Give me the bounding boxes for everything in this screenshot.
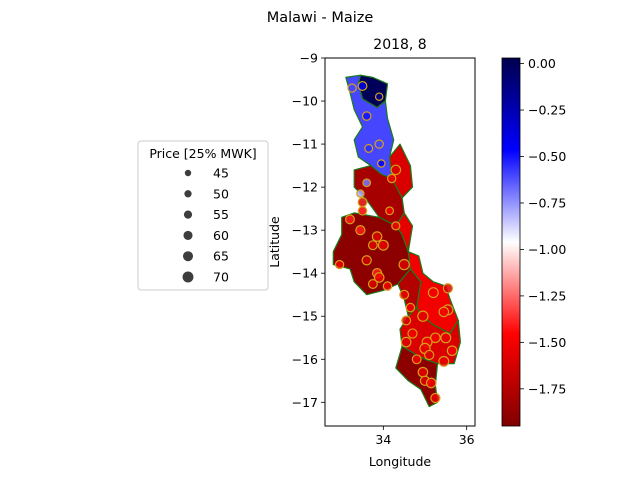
data-point xyxy=(438,355,450,367)
data-point xyxy=(355,225,366,236)
data-point xyxy=(374,92,384,101)
data-point xyxy=(425,377,437,389)
region-polygon xyxy=(395,212,414,253)
legend-marker xyxy=(183,251,193,262)
data-point xyxy=(398,258,410,271)
data-point xyxy=(399,289,410,300)
data-point xyxy=(367,240,378,251)
legend-label: 55 xyxy=(213,207,229,222)
legend-marker xyxy=(182,271,194,283)
colorbar-axis: 0.00 −0.25 −0.50 −0.75 −1.00 −1.25 −1.50 −1.75 xyxy=(520,56,566,396)
data-point xyxy=(371,231,383,242)
legend-marker xyxy=(183,230,193,240)
legend-label: 70 xyxy=(213,270,229,285)
figure-suptitle: Malawi - Maize xyxy=(267,10,374,26)
data-point xyxy=(442,283,454,294)
legend-marker xyxy=(184,190,192,198)
data-point xyxy=(430,332,441,344)
data-point xyxy=(438,306,450,318)
data-point xyxy=(400,336,412,348)
colorbar-tick-label: −0.75 xyxy=(528,195,566,210)
data-point xyxy=(362,178,372,188)
data-point xyxy=(347,83,357,93)
data-point xyxy=(405,302,416,313)
plot-frame xyxy=(324,57,476,427)
data-point xyxy=(377,239,389,251)
data-point xyxy=(440,332,452,344)
data-point xyxy=(345,214,355,225)
legend-title: Price [25% MWK] xyxy=(149,146,256,161)
data-point xyxy=(424,349,435,361)
data-point xyxy=(367,279,378,289)
y-axis-label: Latitude xyxy=(267,216,282,268)
y-tick-label: −15 xyxy=(292,309,318,324)
x-axis-label: Longitude xyxy=(369,454,431,469)
data-point xyxy=(356,189,365,198)
colorbar xyxy=(501,57,521,427)
data-point xyxy=(361,255,372,266)
data-point xyxy=(357,81,368,91)
data-point xyxy=(411,354,422,365)
legend-label: 65 xyxy=(213,249,229,264)
colorbar-tick-label: −1.00 xyxy=(528,242,566,257)
data-point xyxy=(430,392,441,404)
data-point xyxy=(417,310,429,322)
legend-label: 50 xyxy=(213,186,229,201)
data-point xyxy=(387,173,397,184)
y-tick-label: −14 xyxy=(292,266,318,281)
colorbar-tick-label: −1.75 xyxy=(528,381,566,396)
data-point xyxy=(391,221,401,231)
legend-label: 45 xyxy=(213,166,229,181)
data-point xyxy=(407,328,418,339)
legend-frame xyxy=(137,140,269,291)
colorbar-tick-label: −0.25 xyxy=(528,103,566,118)
colorbar-tick-label: −1.50 xyxy=(528,335,566,350)
chart-title: 2018, 8 xyxy=(373,37,426,53)
y-tick-label: −13 xyxy=(292,223,318,238)
y-tick-label: −17 xyxy=(292,395,318,410)
legend-entries: 45 50 55 60 65 70 xyxy=(182,166,229,285)
data-point xyxy=(364,143,374,153)
x-tick-label: 36 xyxy=(459,432,475,447)
data-point xyxy=(382,281,393,291)
y-tick-label: −12 xyxy=(292,180,318,195)
data-point xyxy=(446,345,458,357)
data-point xyxy=(374,139,384,149)
data-point xyxy=(427,287,439,299)
data-point xyxy=(357,206,368,216)
data-point xyxy=(417,366,429,378)
y-axis: −9 −10 −11 −12 −13 −14 −15 −16 −17 xyxy=(292,51,325,410)
legend-marker xyxy=(183,210,193,219)
data-point xyxy=(377,159,386,168)
size-legend: Price [25% MWK] 45 50 55 60 65 70 xyxy=(137,140,269,291)
data-point xyxy=(385,206,395,216)
y-tick-label: −9 xyxy=(300,51,318,66)
y-tick-label: −10 xyxy=(292,94,318,109)
x-tick-label: 34 xyxy=(375,432,391,447)
colorbar-tick-label: 0.00 xyxy=(528,56,556,71)
y-tick-label: −11 xyxy=(292,137,318,152)
data-point xyxy=(361,111,372,121)
colorbar-tick-label: −1.25 xyxy=(528,288,566,303)
legend-label: 60 xyxy=(213,228,229,243)
legend-marker xyxy=(184,169,192,177)
points-layer xyxy=(334,81,458,404)
colorbar-tick-label: −0.50 xyxy=(528,149,566,164)
data-point xyxy=(334,259,345,270)
data-point xyxy=(357,197,368,208)
x-axis: 34 36 xyxy=(375,426,475,447)
y-tick-label: −16 xyxy=(292,352,318,367)
data-point xyxy=(390,164,402,176)
data-point xyxy=(401,315,412,326)
data-point xyxy=(373,272,385,283)
